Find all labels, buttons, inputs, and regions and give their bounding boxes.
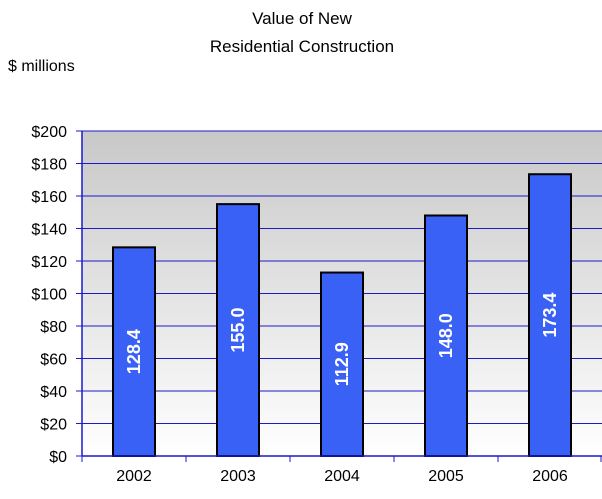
x-tick-label: 2003 bbox=[220, 468, 256, 485]
value-labels: 128.4 155.0 112.9 148.0 173.4 bbox=[124, 293, 560, 387]
bar-value-label: 173.4 bbox=[540, 293, 560, 338]
bar-value-label: 128.4 bbox=[124, 329, 144, 374]
bars bbox=[112, 173, 572, 457]
bar bbox=[112, 246, 156, 457]
y-tick-label: $100 bbox=[31, 287, 67, 304]
y-tick-label: $20 bbox=[40, 417, 67, 434]
chart-title-line-1: Value of New bbox=[252, 9, 353, 28]
bar-value-label: 155.0 bbox=[228, 308, 248, 353]
x-tick-label: 2004 bbox=[324, 468, 360, 485]
y-tick-label: $80 bbox=[40, 319, 67, 336]
x-tick-label: 2006 bbox=[532, 468, 568, 485]
y-tick-label: $200 bbox=[31, 124, 67, 141]
y-tick-label: $60 bbox=[40, 352, 67, 369]
y-tick-label: $0 bbox=[49, 449, 67, 466]
bar-value-label: 148.0 bbox=[436, 313, 456, 358]
y-tick-label: $120 bbox=[31, 254, 67, 271]
y-tick-label: $140 bbox=[31, 222, 67, 239]
bar bbox=[320, 271, 364, 457]
y-tick-label: $40 bbox=[40, 384, 67, 401]
chart-title-line-2: Residential Construction bbox=[210, 37, 394, 56]
x-tick-label: 2005 bbox=[428, 468, 464, 485]
bar bbox=[528, 173, 572, 457]
y-tick-label: $160 bbox=[31, 189, 67, 206]
y-axis-label: $ millions bbox=[8, 58, 75, 75]
x-tick-labels: 2002 2003 2004 2005 2006 bbox=[81, 456, 602, 485]
y-tick-label: $180 bbox=[31, 157, 67, 174]
y-tick-labels: $0 $20 $40 $60 $80 $100 $120 $140 $160 $180 $200 bbox=[31, 124, 82, 466]
bar-value-label: 112.9 bbox=[332, 342, 352, 386]
x-tick-label: 2002 bbox=[116, 468, 152, 485]
